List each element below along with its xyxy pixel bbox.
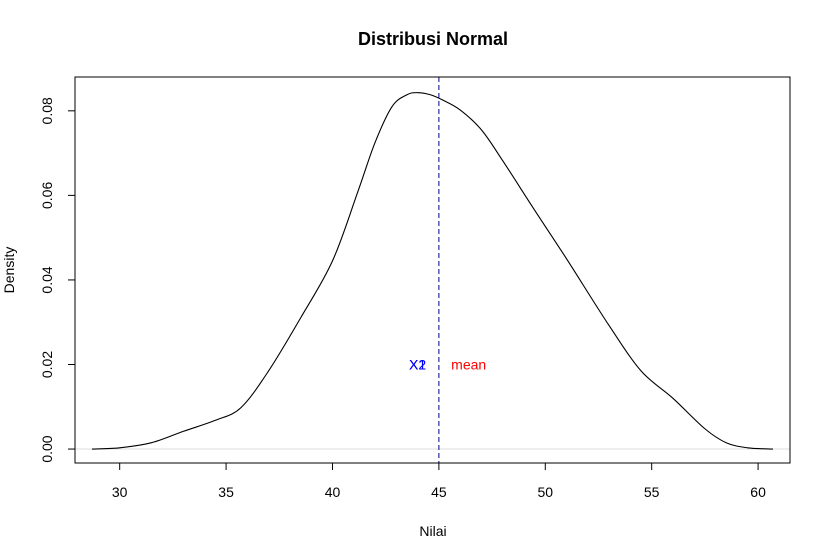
x-axis-label: Nilai	[419, 523, 446, 539]
chart-title: Distribusi Normal	[358, 29, 508, 49]
x-tick-label-40: 40	[325, 484, 341, 500]
x-tick-label-35: 35	[218, 484, 234, 500]
y-tick-label-1: 0.02	[39, 351, 55, 378]
x-tick-label-45: 45	[431, 484, 447, 500]
x-tick-label-50: 50	[537, 484, 553, 500]
plot-area	[75, 77, 790, 463]
y-tick-label-4: 0.08	[39, 97, 55, 124]
annotation-x2: X2	[409, 356, 426, 372]
y-tick-label-3: 0.06	[39, 182, 55, 209]
x-tick-label-55: 55	[644, 484, 660, 500]
plot-frame	[74, 76, 791, 464]
x-tick-label-60: 60	[750, 484, 766, 500]
x-tick-label-30: 30	[112, 484, 128, 500]
density-curve-0	[91, 92, 774, 450]
y-tick-label-2: 0.04	[39, 266, 55, 293]
annotation-x1: X1	[409, 356, 426, 372]
annotation-mean: mean	[451, 356, 486, 372]
y-tick-label-0: 0.00	[39, 435, 55, 462]
axes: 30 35 40 45 50 55 60 0.00 0.02 0.04 0.06 0.08	[39, 97, 766, 500]
y-axis-label: Density	[1, 247, 17, 294]
